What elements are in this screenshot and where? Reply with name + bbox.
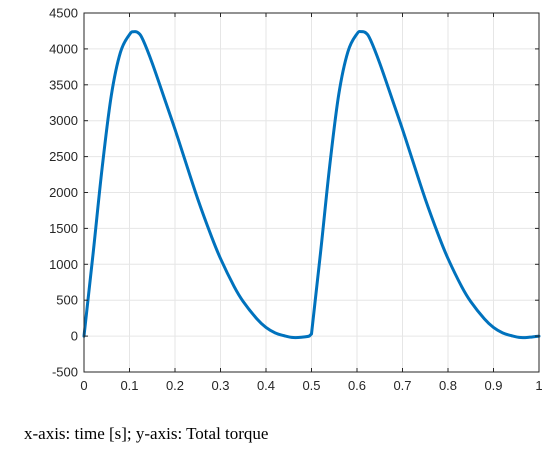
torque-chart: 0 0.1 0.2 0.3 0.4 0.5 0.6 0.7 0.8 0.9 1-5000500100…	[49, 6, 543, 394]
y-tick-label: 1500	[49, 221, 78, 236]
x-tick-label: 0.2	[166, 378, 184, 393]
figure-caption: x-axis: time [s]; y-axis: Total torque	[24, 424, 269, 443]
x-tick-label: 0.5	[302, 378, 320, 393]
y-tick-label: 0	[71, 329, 78, 344]
y-tick-label: 500	[56, 293, 78, 308]
y-tick-label: 2500	[49, 149, 78, 164]
x-tick-label: 0.9	[484, 378, 502, 393]
x-tick-label: 0.4	[257, 378, 275, 393]
y-tick-label: 3000	[49, 113, 78, 128]
tick-labels: 0 0.1 0.2 0.3 0.4 0.5 0.6 0.7 0.8 0.9 1-5000500100…	[49, 6, 543, 394]
axis-ticks	[83, 12, 540, 373]
x-tick-label: 0.8	[439, 378, 457, 393]
x-tick-label: 0	[80, 378, 87, 393]
x-tick-label: 0.7	[393, 378, 411, 393]
y-tick-label: 4500	[49, 6, 78, 21]
y-tick-label: 2000	[49, 185, 78, 200]
y-tick-label: -500	[52, 365, 78, 380]
x-tick-label: 0.6	[348, 378, 366, 393]
y-tick-label: 3500	[49, 77, 78, 92]
y-tick-label: 4000	[49, 41, 78, 56]
torque-series-line	[82, 29, 541, 340]
x-tick-label: 0.3	[211, 378, 229, 393]
y-tick-label: 1000	[49, 257, 78, 272]
series-layer	[82, 29, 541, 340]
x-tick-label: 1	[535, 378, 542, 393]
x-tick-label: 0.1	[120, 378, 138, 393]
